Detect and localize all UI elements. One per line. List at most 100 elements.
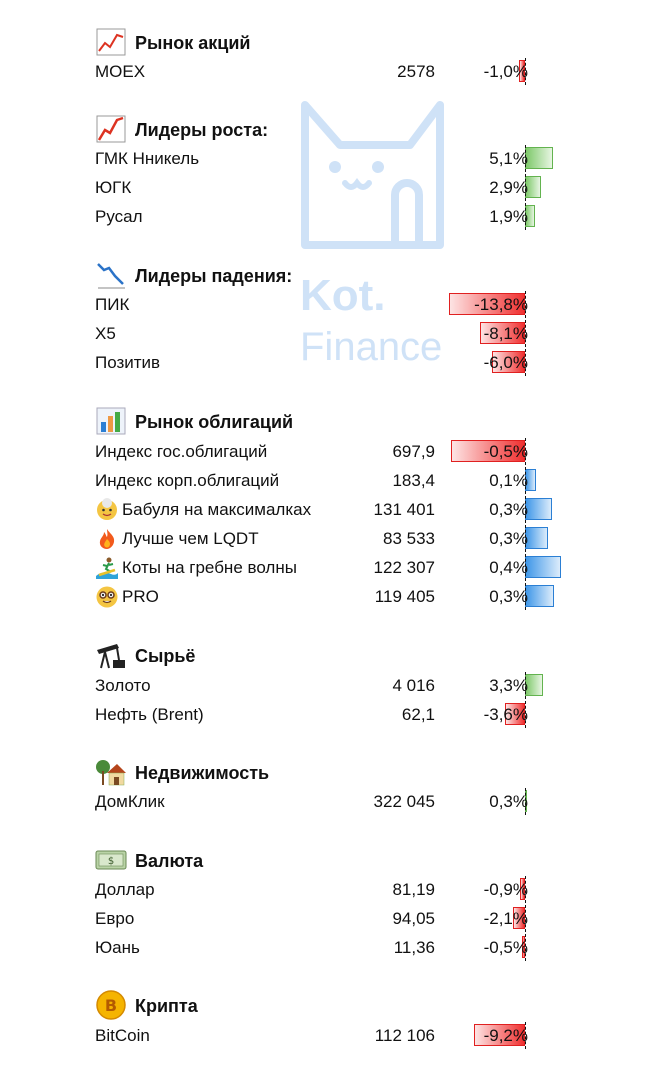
chart-up-icon — [96, 28, 126, 56]
zero-axis-line — [525, 1022, 526, 1049]
row-change: -0,9% — [483, 880, 528, 899]
change-bar — [519, 60, 525, 82]
row-name: Юань — [95, 938, 140, 957]
chart-up-icon — [96, 115, 126, 143]
row-change: 0,1% — [489, 471, 528, 490]
chart-down-icon — [97, 263, 125, 289]
row-change: 1,9% — [489, 207, 528, 226]
row-change: 0,3% — [489, 587, 528, 606]
table-row: Индекс гос.облигаций 697,9 -0,5% — [95, 437, 575, 466]
table-row: Позитив -6,0% — [95, 348, 575, 377]
change-bar — [474, 1024, 525, 1046]
row-value: 112 106 — [374, 1026, 435, 1045]
section-title: Лидеры падения: — [135, 266, 293, 286]
bar-chart-icon — [96, 407, 126, 435]
row-change: -3,6% — [483, 705, 528, 724]
zero-axis-line — [525, 349, 526, 376]
table-row: Юань 11,36 -0,5% — [95, 933, 575, 962]
row-value: 11,36 — [393, 938, 435, 957]
change-bar — [522, 936, 525, 958]
change-bar — [525, 147, 554, 169]
row-name: Позитив — [95, 353, 161, 372]
change-bar — [525, 498, 553, 520]
row-name: Золото — [95, 676, 151, 695]
row-value: 4 016 — [392, 676, 435, 695]
table-row: BitCoin 112 106 -9,2% — [95, 1021, 575, 1050]
row-change: 0,3% — [489, 529, 528, 548]
section-title: Валюта — [135, 851, 204, 871]
table-row: Х5 -8,1% — [95, 319, 575, 348]
section-title: Лидеры роста: — [135, 120, 269, 140]
table-row: Лучше чем LQDT 83 533 0,3% — [95, 524, 575, 553]
oil-pump-icon — [97, 644, 125, 669]
svg-text:$: $ — [108, 856, 114, 867]
row-name: ГМК Нникель — [95, 149, 200, 168]
section-title: Крипта — [135, 996, 198, 1016]
zero-axis-line — [525, 701, 526, 728]
change-bar — [450, 440, 525, 462]
zero-axis-line — [525, 438, 526, 465]
row-change: -0,5% — [483, 938, 528, 957]
row-value: 131 401 — [373, 500, 435, 519]
row-change: 0,4% — [489, 558, 528, 577]
zero-axis-line — [525, 525, 526, 552]
row-change: -0,5% — [483, 442, 528, 461]
row-change: -1,0% — [483, 62, 528, 81]
section-title: Рынок облигаций — [135, 412, 294, 432]
table-row: ДомКлик 322 045 0,3% — [95, 787, 575, 816]
surfer-icon — [96, 557, 118, 579]
zero-axis-line — [525, 905, 526, 932]
row-value: 322 045 — [373, 792, 435, 811]
row-change: 0,3% — [489, 500, 528, 519]
svg-text:B: B — [105, 996, 117, 1015]
table-row: ПИК -13,8% — [95, 290, 575, 319]
table-row: Золото 4 016 3,3% — [95, 671, 575, 700]
section-title: Недвижимость — [135, 763, 270, 783]
row-value: 183,4 — [392, 471, 435, 490]
row-value: 94,05 — [392, 909, 435, 928]
change-bar — [480, 322, 525, 344]
row-name: Индекс гос.облигаций — [95, 442, 268, 461]
section-title: Рынок акций — [135, 33, 251, 53]
zero-axis-line — [525, 58, 526, 85]
row-name: PRO — [122, 587, 159, 606]
row-change: 5,1% — [489, 149, 528, 168]
row-change: -13,8% — [474, 295, 528, 314]
zero-axis-line — [525, 145, 526, 172]
row-value: 83 533 — [383, 529, 435, 548]
row-change: -8,1% — [483, 324, 528, 343]
row-name: Х5 — [95, 324, 116, 343]
nerd-face-icon — [96, 586, 118, 608]
zero-axis-line — [525, 203, 526, 230]
grandma-icon — [97, 498, 117, 520]
change-bar — [491, 351, 525, 373]
row-name: Русал — [95, 207, 143, 226]
table-row: Русал 1,9% — [95, 202, 575, 231]
change-bar — [520, 878, 525, 900]
change-bar — [525, 585, 555, 607]
row-change: 3,3% — [489, 676, 528, 695]
row-value: 62,1 — [401, 705, 435, 724]
table-row: Индекс корп.облигаций 183,4 0,1% — [95, 466, 575, 495]
table-row: ЮГК 2,9% — [95, 173, 575, 202]
zero-axis-line — [525, 496, 526, 523]
row-name: BitCoin — [95, 1026, 150, 1045]
row-name: Бабуля на максималках — [122, 500, 312, 519]
change-bar — [505, 703, 525, 725]
banknote-icon: $ — [95, 850, 127, 870]
zero-axis-line — [525, 554, 526, 581]
row-change: -6,0% — [483, 353, 528, 372]
table-row: Бабуля на максималках 131 401 0,3% — [95, 495, 575, 524]
zero-axis-line — [525, 583, 526, 610]
row-name: Коты на гребне волны — [122, 558, 297, 577]
change-bar — [525, 556, 561, 578]
table-row: Евро 94,05 -2,1% — [95, 904, 575, 933]
row-change: -9,2% — [483, 1026, 528, 1045]
table-row: Нефть (Brent) 62,1 -3,6% — [95, 700, 575, 729]
row-name: Нефть (Brent) — [95, 705, 204, 724]
row-value: 697,9 — [392, 442, 435, 461]
row-name: ДомКлик — [95, 792, 165, 811]
table-row: PRO 119 405 0,3% — [95, 582, 575, 611]
row-name: Евро — [95, 909, 135, 928]
